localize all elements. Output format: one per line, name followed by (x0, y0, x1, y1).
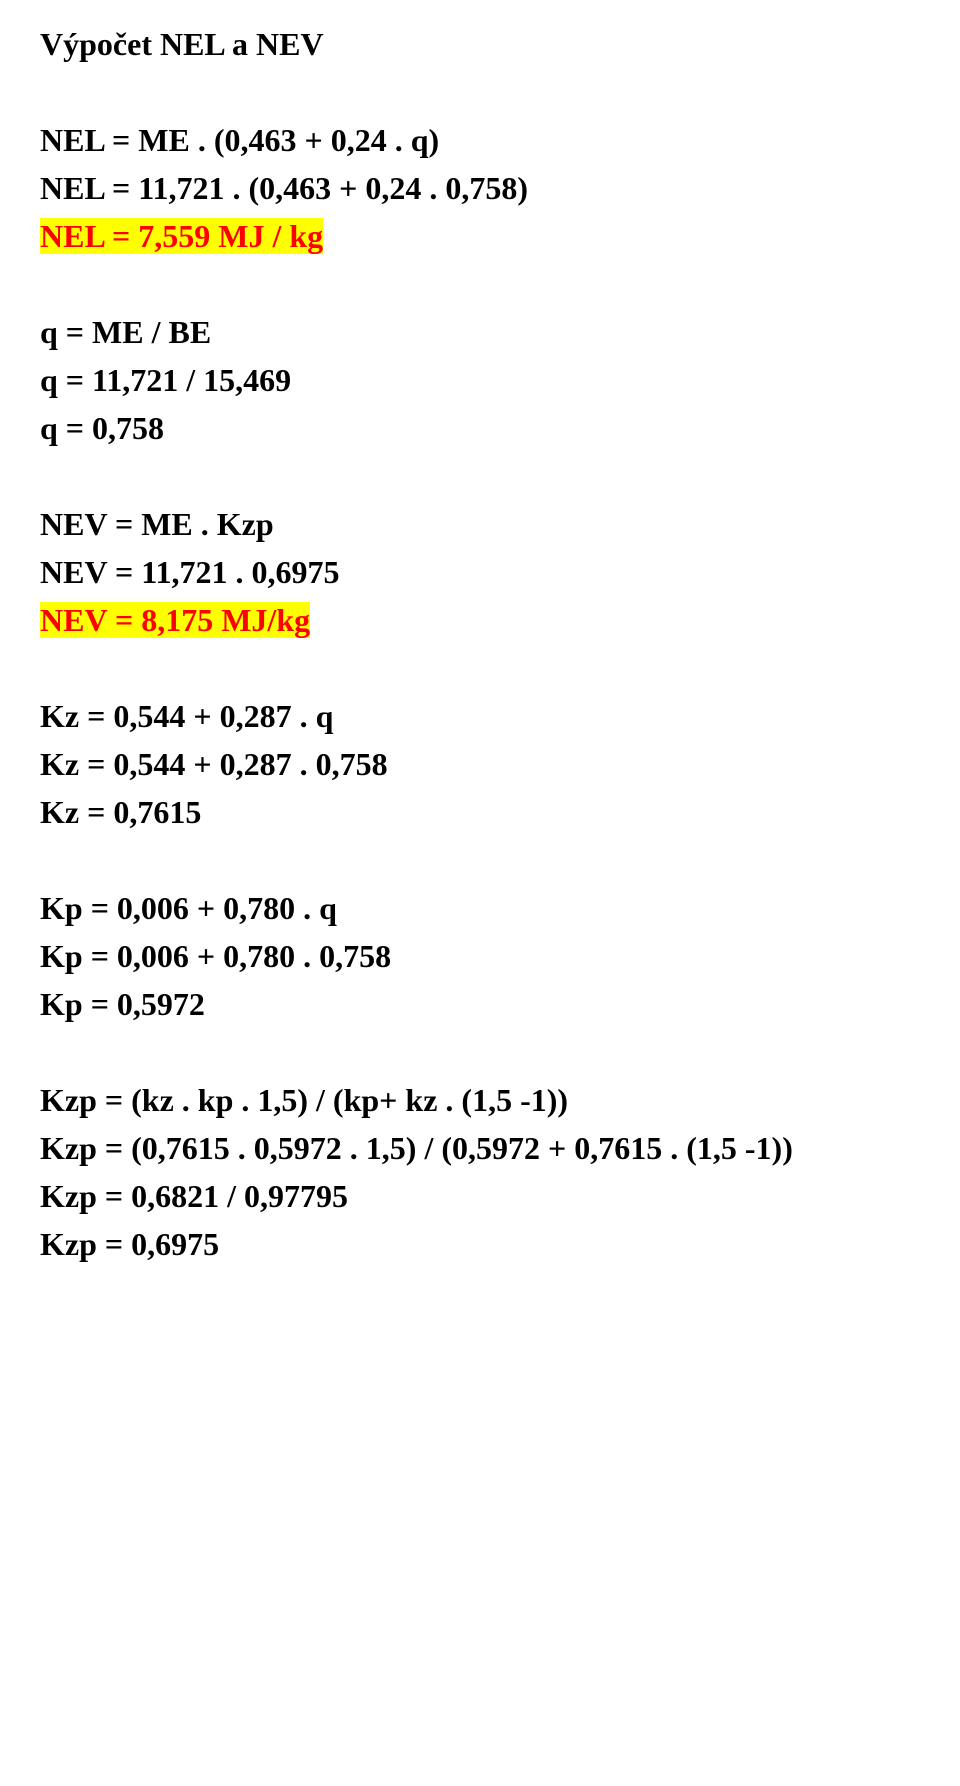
nev-line-2: NEV = 11,721 . 0,6975 (40, 548, 960, 596)
section-nel: NEL = ME . (0,463 + 0,24 . q) NEL = 11,7… (40, 116, 960, 260)
kz-line-1: Kz = 0,544 + 0,287 . q (40, 692, 960, 740)
section-kzp: Kzp = (kz . kp . 1,5) / (kp+ kz . (1,5 -… (40, 1076, 960, 1268)
nev-line-1: NEV = ME . Kzp (40, 500, 960, 548)
kz-line-3: Kz = 0,7615 (40, 788, 960, 836)
section-kp: Kp = 0,006 + 0,780 . q Kp = 0,006 + 0,78… (40, 884, 960, 1028)
kzp-line-2: Kzp = (0,7615 . 0,5972 . 1,5) / (0,5972 … (40, 1124, 960, 1172)
section-nev: NEV = ME . Kzp NEV = 11,721 . 0,6975 NEV… (40, 500, 960, 644)
nev-line-3-wrapper: NEV = 8,175 MJ/kg (40, 596, 960, 644)
nev-result-highlight: NEV = 8,175 MJ/kg (40, 602, 310, 638)
q-line-3: q = 0,758 (40, 404, 960, 452)
page-title: Výpočet NEL a NEV (40, 20, 960, 68)
kp-line-3: Kp = 0,5972 (40, 980, 960, 1028)
nel-line-2: NEL = 11,721 . (0,463 + 0,24 . 0,758) (40, 164, 960, 212)
kzp-line-1: Kzp = (kz . kp . 1,5) / (kp+ kz . (1,5 -… (40, 1076, 960, 1124)
section-q: q = ME / BE q = 11,721 / 15,469 q = 0,75… (40, 308, 960, 452)
nel-result-highlight: NEL = 7,559 MJ / kg (40, 218, 323, 254)
nel-line-3-wrapper: NEL = 7,559 MJ / kg (40, 212, 960, 260)
title-text: Výpočet NEL a NEV (40, 26, 324, 62)
section-kz: Kz = 0,544 + 0,287 . q Kz = 0,544 + 0,28… (40, 692, 960, 836)
kp-line-1: Kp = 0,006 + 0,780 . q (40, 884, 960, 932)
kp-line-2: Kp = 0,006 + 0,780 . 0,758 (40, 932, 960, 980)
kzp-line-3: Kzp = 0,6821 / 0,97795 (40, 1172, 960, 1220)
kzp-line-4: Kzp = 0,6975 (40, 1220, 960, 1268)
nel-line-1: NEL = ME . (0,463 + 0,24 . q) (40, 116, 960, 164)
kz-line-2: Kz = 0,544 + 0,287 . 0,758 (40, 740, 960, 788)
q-line-1: q = ME / BE (40, 308, 960, 356)
q-line-2: q = 11,721 / 15,469 (40, 356, 960, 404)
